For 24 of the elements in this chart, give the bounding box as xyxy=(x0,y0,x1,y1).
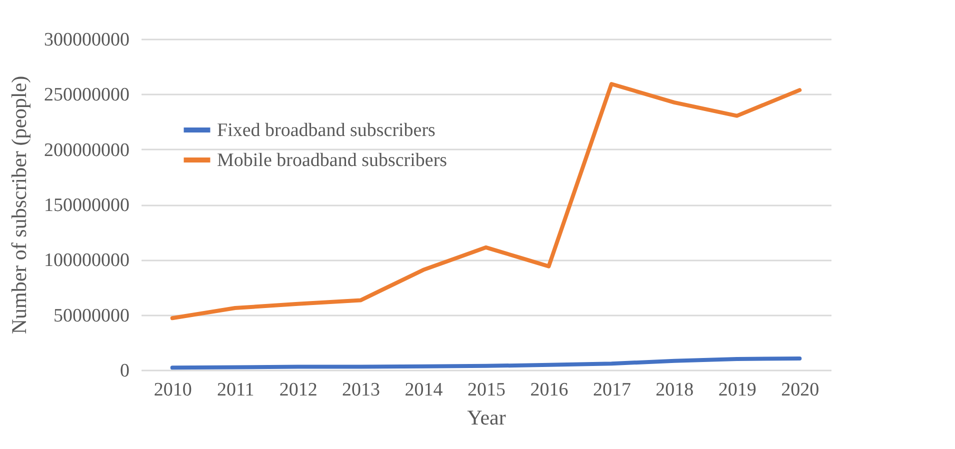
x-tick-label: 2012 xyxy=(279,380,318,400)
line-series xyxy=(170,356,802,370)
x-tick-label: 2015 xyxy=(468,380,506,400)
x-tick-label: 2016 xyxy=(530,380,568,400)
x-tick-label: 2017 xyxy=(592,380,631,400)
y-tick-label: 200000000 xyxy=(44,140,130,161)
legend-label: Fixed broadband subscribers xyxy=(217,120,436,141)
x-tick-label: 2014 xyxy=(404,380,444,400)
y-axis-title: Number of subscriber (people) xyxy=(7,76,31,334)
x-tick-label: 2010 xyxy=(154,380,192,400)
x-axis-title: Year xyxy=(467,406,506,430)
y-tick-label: 0 xyxy=(120,360,130,382)
x-tick-label: 2020 xyxy=(781,380,820,400)
y-tick-label: 300000000 xyxy=(44,30,130,50)
x-tick-label: 2011 xyxy=(216,380,254,400)
legend-label: Mobile broadband subscribers xyxy=(217,150,448,171)
y-tick-label: 100000000 xyxy=(44,250,130,272)
x-tick-label: 2019 xyxy=(718,380,756,400)
y-tick-label: 150000000 xyxy=(44,195,130,216)
x-tick-label: 2018 xyxy=(656,380,694,400)
x-tick-label: 2013 xyxy=(342,380,380,400)
y-tick-label: 250000000 xyxy=(44,84,130,106)
line-series xyxy=(170,82,802,320)
y-tick-label: 50000000 xyxy=(54,305,130,326)
